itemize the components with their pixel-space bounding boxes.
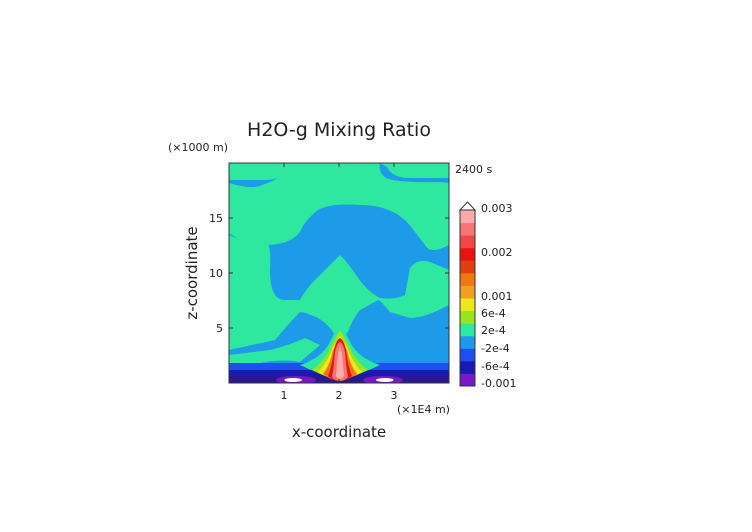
upper-field-region bbox=[380, 163, 449, 178]
colorbar-label: 0.002 bbox=[481, 246, 513, 259]
x-unit-label: (×1E4 m) bbox=[397, 403, 450, 416]
colorbar-label: 2e-4 bbox=[481, 324, 506, 337]
time-label: 2400 s bbox=[455, 163, 492, 176]
colorbar-segment bbox=[460, 210, 475, 224]
y-unit-label: (×1000 m) bbox=[168, 141, 228, 154]
colorbar-segment bbox=[460, 272, 475, 286]
upper-field-region bbox=[229, 163, 449, 250]
colorbar-segment bbox=[460, 235, 475, 249]
colorbar-label: 0.001 bbox=[481, 290, 513, 303]
colorbar-segment bbox=[460, 323, 475, 337]
colorbar-segment bbox=[460, 360, 475, 374]
colorbar-segment bbox=[460, 348, 475, 362]
colorbar-segment bbox=[460, 373, 475, 387]
upper-field-region bbox=[229, 338, 320, 366]
colorbar-segment bbox=[460, 335, 475, 349]
x-tick-label: 3 bbox=[391, 389, 398, 402]
colorbar-frame bbox=[459, 209, 476, 387]
y-tick-label: 5 bbox=[216, 322, 223, 335]
x-tick-label: 1 bbox=[281, 389, 288, 402]
colorbar-segment bbox=[460, 222, 475, 236]
field-plot bbox=[229, 163, 449, 383]
colorbar-segment bbox=[460, 310, 475, 324]
colorbar-segment bbox=[460, 247, 475, 261]
colorbar-extend-arrow bbox=[458, 201, 477, 211]
colorbar-label: -0.001 bbox=[481, 377, 516, 390]
colorbar-segment bbox=[460, 285, 475, 299]
colorbar-label: 6e-4 bbox=[481, 307, 506, 320]
surface-minimum-core bbox=[284, 378, 302, 382]
colorbar-label: -6e-4 bbox=[481, 360, 510, 373]
colorbar-label: 0.003 bbox=[481, 202, 513, 215]
colorbar-label: -2e-4 bbox=[481, 342, 510, 355]
y-tick-label: 15 bbox=[209, 212, 223, 225]
x-axis: 1 2 3 bbox=[281, 163, 398, 402]
chart-title: H2O-g Mixing Ratio bbox=[247, 119, 431, 141]
y-axis-label: z-coordinate bbox=[183, 226, 201, 319]
x-tick-label: 2 bbox=[336, 389, 343, 402]
upper-field-region bbox=[229, 235, 449, 350]
y-tick-label: 10 bbox=[209, 267, 223, 280]
colorbar: 0.003 0.002 0.001 6e-4 2e-4 -2e-4 -6e-4 -0.001 bbox=[458, 201, 516, 390]
colorbar-segment bbox=[460, 260, 475, 274]
plume-core bbox=[336, 347, 344, 379]
surface-minimum-core bbox=[376, 378, 394, 382]
x-axis-label: x-coordinate bbox=[292, 423, 386, 441]
colorbar-segment bbox=[460, 298, 475, 312]
y-axis: 5 10 15 bbox=[209, 212, 449, 335]
